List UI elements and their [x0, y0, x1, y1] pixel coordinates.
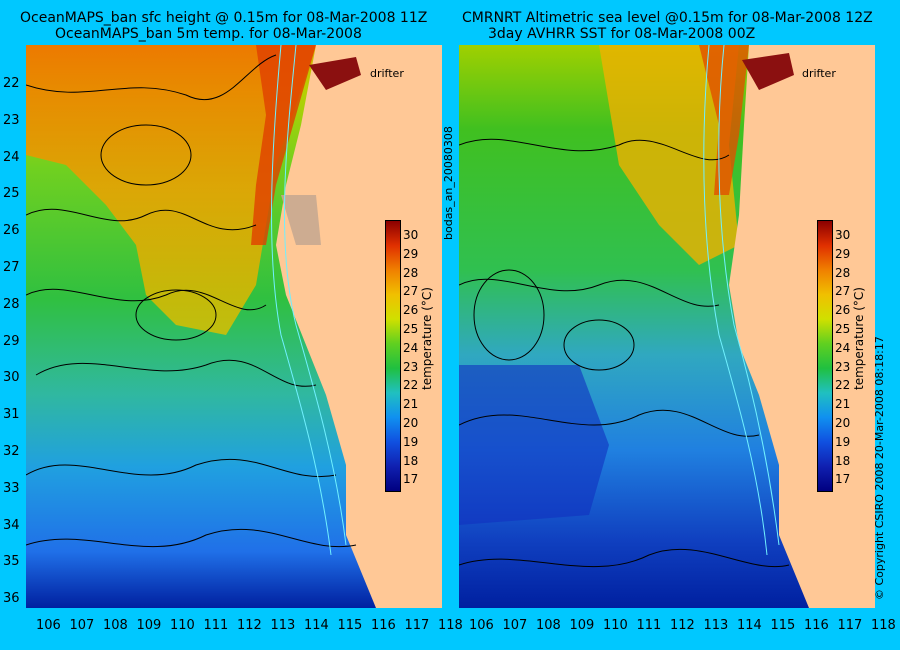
longitude-tick-label: 109	[569, 618, 595, 633]
longitude-tick-label: 114	[304, 618, 329, 633]
latitude-tick-label: 22	[3, 76, 20, 91]
left-map-panel	[26, 45, 442, 608]
longitude-tick-label: 115	[337, 618, 363, 633]
colorbar-tick-label: 29	[403, 246, 419, 261]
longitude-tick-label: 109	[136, 618, 162, 633]
latitude-tick-label: 23	[3, 112, 20, 128]
colorbar-tick-label: 17	[835, 472, 851, 487]
latitude-tick-label: 27	[3, 260, 20, 275]
right-map	[459, 45, 875, 608]
colorbar-tick-label: 27	[835, 284, 851, 299]
colorbar-tick-label: 24	[835, 340, 851, 355]
colorbar-tick-label: 20	[835, 416, 851, 430]
colorbar-tick-label: 19	[403, 434, 419, 449]
longitude-tick-label: 106	[36, 618, 61, 633]
longitude-tick-label: 112	[670, 618, 695, 633]
colorbar-tick-label: 22	[835, 378, 851, 393]
latitude-tick-label: 31	[3, 407, 20, 423]
colorbar-tick-label: 24	[403, 340, 419, 355]
left-title-line2: OceanMAPS_ban 5m temp. for 08-Mar-2008	[55, 26, 362, 42]
longitude-tick-label: 111	[636, 618, 662, 633]
longitude-tick-label: 113	[703, 618, 729, 633]
left-colorbar-title: temperature (°C)	[420, 287, 434, 390]
latitude-tick-label: 24	[3, 149, 20, 165]
colorbar-tick-label: 21	[403, 397, 419, 412]
colorbar-tick-label: 25	[403, 322, 419, 336]
left-title-line1: OceanMAPS_ban sfc height @ 0.15m for 08-…	[20, 10, 428, 26]
colorbar-tick-label: 27	[403, 284, 419, 299]
colorbar-tick-label: 30	[403, 228, 419, 242]
longitude-tick-label: 118	[438, 618, 463, 633]
longitude-tick-label: 110	[170, 618, 195, 633]
latitude-tick-label: 25	[3, 186, 20, 202]
longitude-tick-label: 112	[237, 618, 262, 633]
right-colorbar	[817, 220, 833, 492]
longitude-tick-label: 110	[603, 618, 628, 633]
colorbar-tick-label: 26	[403, 303, 419, 318]
colorbar-tick-label: 17	[403, 472, 419, 487]
colorbar-tick-label: 20	[403, 416, 419, 430]
latitude-tick-label: 33	[3, 480, 20, 496]
longitude-tick-label: 107	[69, 618, 95, 633]
colorbar-tick-label: 22	[403, 378, 419, 393]
colorbar-tick-label: 28	[403, 265, 419, 280]
colorbar-tick-label: 26	[835, 303, 851, 318]
colorbar-tick-label: 25	[835, 322, 851, 336]
colorbar-tick-label: 21	[835, 397, 851, 412]
longitude-tick-label: 108	[103, 618, 128, 633]
longitude-tick-label: 117	[837, 618, 863, 633]
longitude-tick-label: 114	[737, 618, 762, 633]
longitude-tick-label: 111	[203, 618, 229, 633]
latitude-tick-label: 34	[3, 517, 20, 533]
colorbar-tick-label: 23	[835, 359, 851, 374]
latitude-tick-label: 29	[3, 333, 20, 349]
longitude-tick-label: 117	[404, 618, 430, 633]
latitude-tick-label: 36	[3, 591, 20, 607]
colorbar-tick-label: 28	[835, 265, 851, 280]
left-colorbar	[385, 220, 401, 492]
right-title-line1: CMRNRT Altimetric sea level @0.15m for 0…	[462, 10, 873, 26]
latitude-tick-label: 32	[3, 444, 20, 459]
left-map	[26, 45, 442, 608]
colorbar-tick-label: 29	[835, 246, 851, 261]
analysis-id-label: bodas_an_20080308	[442, 126, 455, 240]
latitude-tick-label: 28	[3, 296, 20, 312]
colorbar-tick-label: 23	[403, 359, 419, 374]
right-title-line2: 3day AVHRR SST for 08-Mar-2008 00Z	[488, 26, 756, 42]
colorbar-tick-label: 18	[835, 453, 851, 468]
right-map-panel	[459, 45, 875, 608]
latitude-tick-label: 26	[3, 223, 20, 239]
longitude-tick-label: 116	[804, 618, 829, 633]
longitude-tick-label: 107	[502, 618, 528, 633]
colorbar-tick-label: 19	[835, 434, 851, 449]
longitude-tick-label: 106	[469, 618, 494, 633]
longitude-tick-label: 116	[371, 618, 396, 633]
copyright-label: © Copyright CSIRO 2008 20-Mar-2008 08:18…	[873, 336, 886, 600]
right-colorbar-title: temperature (°C)	[852, 287, 866, 390]
right-drifter-label: drifter	[802, 67, 836, 80]
longitude-tick-label: 118	[871, 618, 896, 633]
longitude-tick-label: 113	[270, 618, 296, 633]
longitude-tick-label: 115	[770, 618, 796, 633]
latitude-tick-label: 35	[3, 554, 20, 570]
right-land	[729, 45, 875, 608]
longitude-tick-label: 108	[536, 618, 561, 633]
colorbar-tick-label: 30	[835, 228, 851, 242]
colorbar-tick-label: 18	[403, 453, 419, 468]
left-drifter-label: drifter	[370, 67, 404, 80]
latitude-tick-label: 30	[3, 370, 20, 386]
